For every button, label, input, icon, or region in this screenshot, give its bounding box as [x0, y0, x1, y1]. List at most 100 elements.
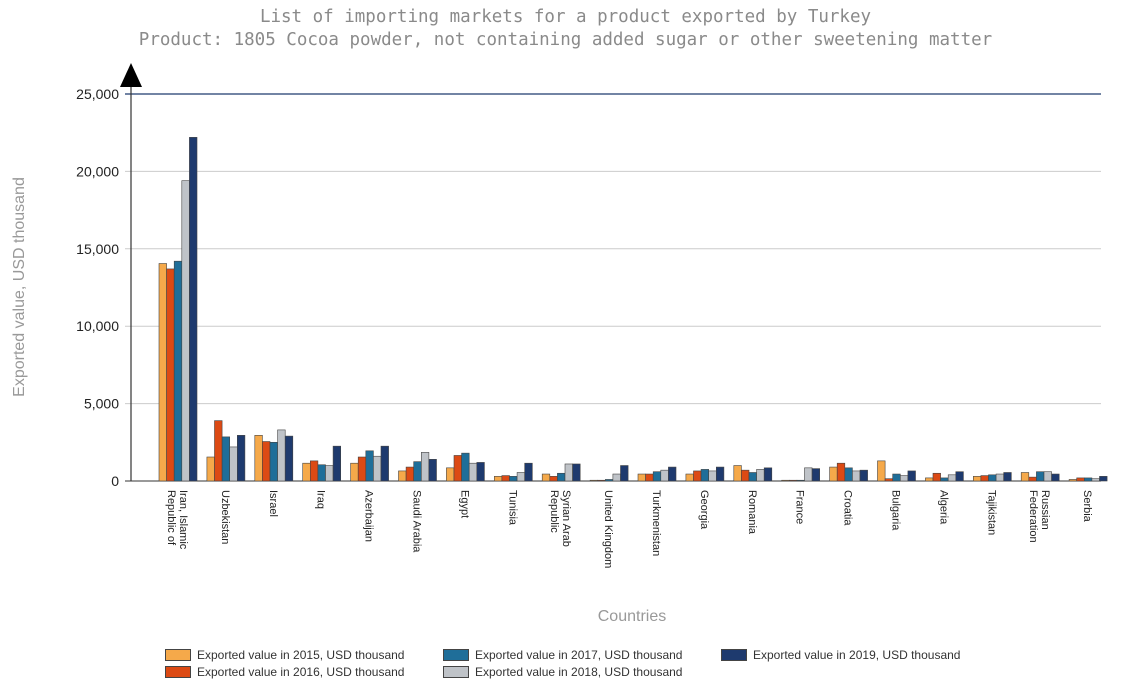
bar — [1068, 479, 1077, 482]
legend-label: Exported value in 2018, USD thousand — [475, 665, 683, 679]
bar — [413, 461, 422, 482]
bar — [564, 463, 573, 482]
bar — [604, 479, 614, 482]
y-axis-arrow — [120, 63, 142, 87]
bar — [645, 473, 654, 482]
legend-swatch — [165, 666, 191, 678]
bar — [925, 477, 934, 482]
bar — [763, 467, 773, 482]
bar — [932, 472, 941, 482]
x-tick-label: France — [794, 490, 806, 524]
y-tick-label: 5,000 — [84, 396, 119, 412]
bar — [380, 445, 389, 482]
bar — [811, 468, 820, 482]
bar — [1051, 473, 1060, 482]
bar — [428, 459, 437, 482]
legend-swatch — [443, 666, 469, 678]
bar — [509, 476, 518, 482]
bar — [899, 475, 909, 482]
bar — [652, 471, 662, 482]
bar — [748, 472, 757, 482]
bar — [189, 137, 198, 482]
bar — [254, 435, 263, 482]
x-tick-label: Turkmenistan — [650, 490, 662, 556]
y-tick-label: 25,000 — [76, 86, 119, 102]
legend-swatch — [443, 649, 469, 661]
bar — [1076, 477, 1085, 482]
bar — [708, 470, 717, 482]
bar — [589, 479, 598, 482]
bar — [181, 180, 190, 482]
legend-label: Exported value in 2019, USD thousand — [753, 648, 961, 662]
bar — [317, 464, 326, 482]
bar — [173, 260, 183, 482]
x-tick-label: Egypt — [458, 490, 470, 518]
bar — [1036, 471, 1045, 482]
bar — [980, 475, 989, 482]
bar — [1003, 472, 1012, 482]
bar — [405, 466, 415, 482]
bar — [733, 465, 742, 482]
y-axis-label: Exported value, USD thousand — [11, 177, 28, 397]
bar — [884, 478, 893, 482]
bar — [796, 479, 805, 482]
bar — [493, 476, 503, 482]
bar — [461, 452, 470, 482]
bar — [907, 470, 916, 482]
bar — [269, 441, 278, 482]
bar — [844, 467, 853, 482]
bar — [836, 462, 846, 482]
bar — [852, 470, 861, 482]
bar — [221, 436, 231, 482]
bar — [756, 469, 765, 482]
y-tick-label: 0 — [111, 473, 119, 489]
bar — [612, 473, 621, 482]
bar — [877, 460, 886, 482]
bar — [557, 472, 566, 482]
bars — [158, 137, 1108, 482]
bar — [572, 463, 581, 482]
bar — [955, 471, 964, 482]
bar — [700, 469, 709, 482]
x-axis-label: Countries — [598, 608, 666, 625]
bar — [302, 462, 311, 482]
bar — [166, 268, 175, 482]
x-tick-label: Azerbaijan — [363, 490, 375, 542]
bar — [660, 469, 669, 482]
x-tick-label: Algeria — [937, 490, 949, 525]
bar — [1099, 476, 1108, 482]
bar — [277, 429, 286, 482]
legend-item: Exported value in 2017, USD thousand — [443, 648, 682, 662]
x-tick-label: Romania — [746, 490, 758, 535]
bar — [804, 467, 813, 482]
y-tick-labels: 0 5,000 10,000 15,000 20,000 25,000 — [76, 86, 119, 489]
legend-item: Exported value in 2015, USD thousand — [165, 648, 404, 662]
bar — [995, 473, 1004, 482]
bar — [229, 446, 238, 482]
bar — [262, 441, 271, 482]
bar — [501, 475, 510, 482]
y-tick-label: 10,000 — [76, 318, 119, 334]
bar — [468, 462, 478, 482]
x-tick-label: Croatia — [842, 490, 854, 526]
x-tick-label: Israel — [267, 490, 279, 517]
y-tick-label: 15,000 — [76, 241, 119, 257]
bar — [309, 460, 319, 482]
bar — [1043, 471, 1052, 482]
x-tick-label: Bulgaria — [890, 490, 902, 531]
bar — [1028, 476, 1037, 482]
bar — [365, 450, 374, 482]
legend-item: Exported value in 2019, USD thousand — [721, 648, 960, 662]
bar — [715, 466, 725, 482]
axes — [120, 63, 142, 481]
bar — [597, 479, 606, 482]
chart-title-block: List of importing markets for a product … — [0, 6, 1131, 52]
x-tick-label: Serbia — [1081, 490, 1093, 523]
x-tick-label: Iran, IslamicRepublic of — [165, 490, 189, 550]
bar — [373, 455, 382, 482]
chart-title: List of importing markets for a product … — [259, 7, 872, 27]
bar — [549, 476, 558, 482]
bar — [940, 477, 949, 482]
bar — [446, 467, 455, 482]
x-tick-label: Uzbekistan — [219, 490, 231, 544]
